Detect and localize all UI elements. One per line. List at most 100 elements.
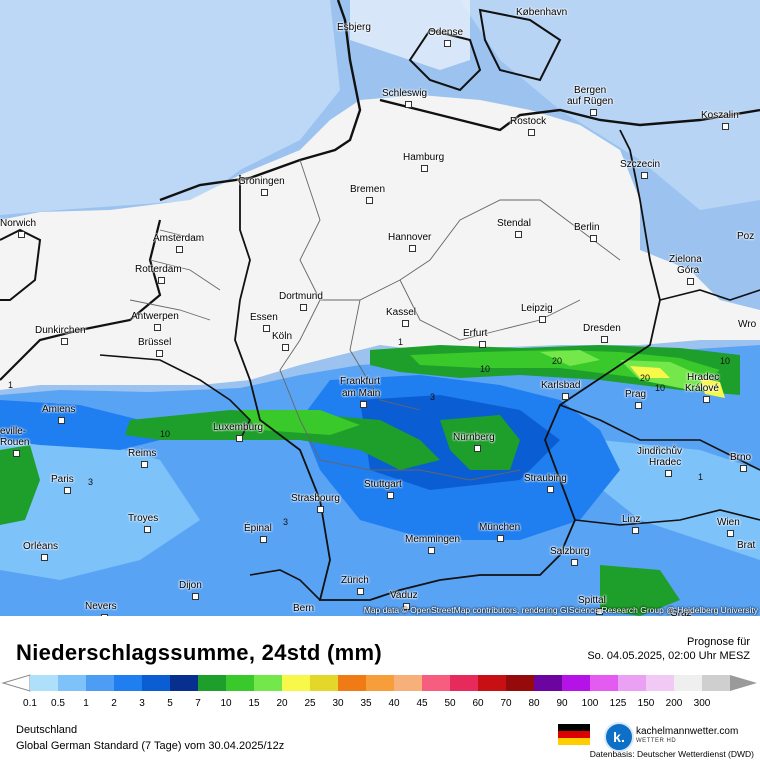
legend-tick-label: 1 bbox=[83, 698, 89, 709]
light-rain-north-east bbox=[460, 0, 760, 210]
legend-tick-label: 45 bbox=[416, 698, 428, 709]
state-borders bbox=[279, 159, 621, 481]
germany-border bbox=[234, 129, 661, 601]
rain-green-west bbox=[125, 410, 440, 470]
legend-swatch bbox=[618, 675, 647, 691]
color-legend bbox=[1, 674, 757, 692]
city-label: København bbox=[516, 7, 568, 18]
legend-swatch bbox=[562, 675, 591, 691]
city-label: Stendal bbox=[497, 218, 531, 229]
city-marker bbox=[632, 527, 640, 534]
sea-area bbox=[350, 0, 470, 70]
city-marker bbox=[356, 588, 364, 595]
legend-tick-label: 60 bbox=[472, 698, 484, 709]
city-label: Antwerpen bbox=[131, 311, 179, 322]
city-label: Straubing bbox=[524, 473, 567, 484]
german-flag-icon bbox=[558, 724, 590, 745]
city-label: Bern bbox=[293, 603, 315, 614]
city-label: Kassel bbox=[386, 307, 417, 318]
forecast-time: So. 04.05.2025, 02:00 Uhr MESZ bbox=[587, 650, 750, 662]
city-label: Hradec bbox=[649, 457, 682, 468]
legend-arrow-left bbox=[1, 674, 31, 692]
poland-border bbox=[659, 289, 760, 301]
legend-tick-label: 10 bbox=[220, 698, 232, 709]
city-label: München bbox=[479, 522, 521, 533]
city-label: Paris bbox=[51, 474, 74, 485]
legend-tick-label: 20 bbox=[276, 698, 288, 709]
city-label: Köln bbox=[272, 331, 293, 342]
city-marker bbox=[478, 341, 486, 348]
city-label: Prag bbox=[625, 389, 647, 400]
map-footer: Niederschlagssumme, 24std (mm) Prognose … bbox=[0, 616, 760, 760]
city-marker bbox=[13, 450, 20, 457]
forecast-label: Prognose für bbox=[687, 636, 750, 648]
legend-swatch bbox=[422, 675, 451, 691]
legend-swatch bbox=[30, 675, 59, 691]
city-marker bbox=[141, 461, 148, 468]
city-marker bbox=[64, 487, 71, 494]
city-marker bbox=[596, 608, 604, 615]
contour-label: 1 bbox=[398, 337, 403, 347]
legend-swatch bbox=[450, 675, 479, 691]
city-label: am Main bbox=[342, 388, 381, 399]
city-marker bbox=[664, 470, 672, 477]
legend-tick-label: 50 bbox=[444, 698, 456, 709]
city-marker bbox=[403, 603, 410, 610]
legend-swatch bbox=[702, 675, 731, 691]
city-label: Leipzig bbox=[521, 303, 553, 314]
city-label: Erfurt bbox=[463, 328, 488, 339]
city-marker bbox=[408, 245, 416, 252]
city-marker bbox=[687, 278, 695, 285]
dry-area bbox=[0, 95, 760, 390]
legend-swatch bbox=[646, 675, 675, 691]
city-label: Berlin bbox=[574, 222, 600, 233]
legend-tick-label: 25 bbox=[304, 698, 316, 709]
city-label: Králové bbox=[685, 383, 719, 394]
coastline-baltic bbox=[379, 98, 760, 132]
city-label: Koszalin bbox=[701, 110, 739, 121]
legend-tick-label: 2 bbox=[111, 698, 117, 709]
city-marker bbox=[703, 396, 711, 403]
city-label: Nevers bbox=[85, 601, 117, 612]
legend-swatch bbox=[142, 675, 171, 691]
city-label: Frankfurt bbox=[340, 376, 381, 387]
contour-label: 3 bbox=[88, 477, 93, 487]
benelux-borders bbox=[129, 229, 221, 321]
legend-tick-label: 5 bbox=[167, 698, 173, 709]
legend-tick-label: 3 bbox=[139, 698, 145, 709]
city-marker bbox=[443, 40, 451, 47]
city-label: Troyes bbox=[128, 513, 159, 524]
city-marker bbox=[282, 344, 290, 351]
city-marker bbox=[317, 506, 324, 513]
city-marker bbox=[635, 402, 643, 409]
contour-label: 1 bbox=[8, 380, 13, 390]
city-label: Dresden bbox=[583, 323, 621, 334]
contour-label: 10 bbox=[480, 364, 490, 374]
city-marker bbox=[154, 324, 162, 331]
city-marker bbox=[428, 547, 436, 554]
city-label: Odense bbox=[428, 27, 464, 38]
legend-swatch bbox=[198, 675, 227, 691]
city-marker bbox=[601, 336, 609, 343]
map-title: Niederschlagssumme, 24std (mm) bbox=[16, 640, 383, 665]
city-marker bbox=[18, 231, 26, 238]
legend-swatch bbox=[58, 675, 87, 691]
legend-swatch bbox=[506, 675, 535, 691]
light-rain-north-west bbox=[0, 0, 340, 215]
brand-subtitle: WETTER HD bbox=[636, 738, 677, 744]
city-marker bbox=[360, 401, 368, 408]
city-label: Graz bbox=[670, 608, 692, 616]
legend-tick-label: 30 bbox=[332, 698, 344, 709]
legend-swatch bbox=[226, 675, 255, 691]
city-label: Dunkirchen bbox=[35, 325, 86, 336]
legend-swatch bbox=[394, 675, 423, 691]
city-label: Schleswig bbox=[382, 88, 428, 99]
legend-tick-label: 7 bbox=[195, 698, 201, 709]
city-marker bbox=[421, 165, 429, 172]
city-marker bbox=[740, 465, 748, 472]
precipitation-map[interactable]: 1 10 20 20 10 10 10 3 1 3 3 1 Esbjerg Ode… bbox=[0, 0, 760, 616]
contour-label: 10 bbox=[160, 429, 170, 439]
city-label: Rostock bbox=[510, 116, 547, 127]
legend-swatch bbox=[478, 675, 507, 691]
city-label: Norwich bbox=[0, 218, 37, 229]
